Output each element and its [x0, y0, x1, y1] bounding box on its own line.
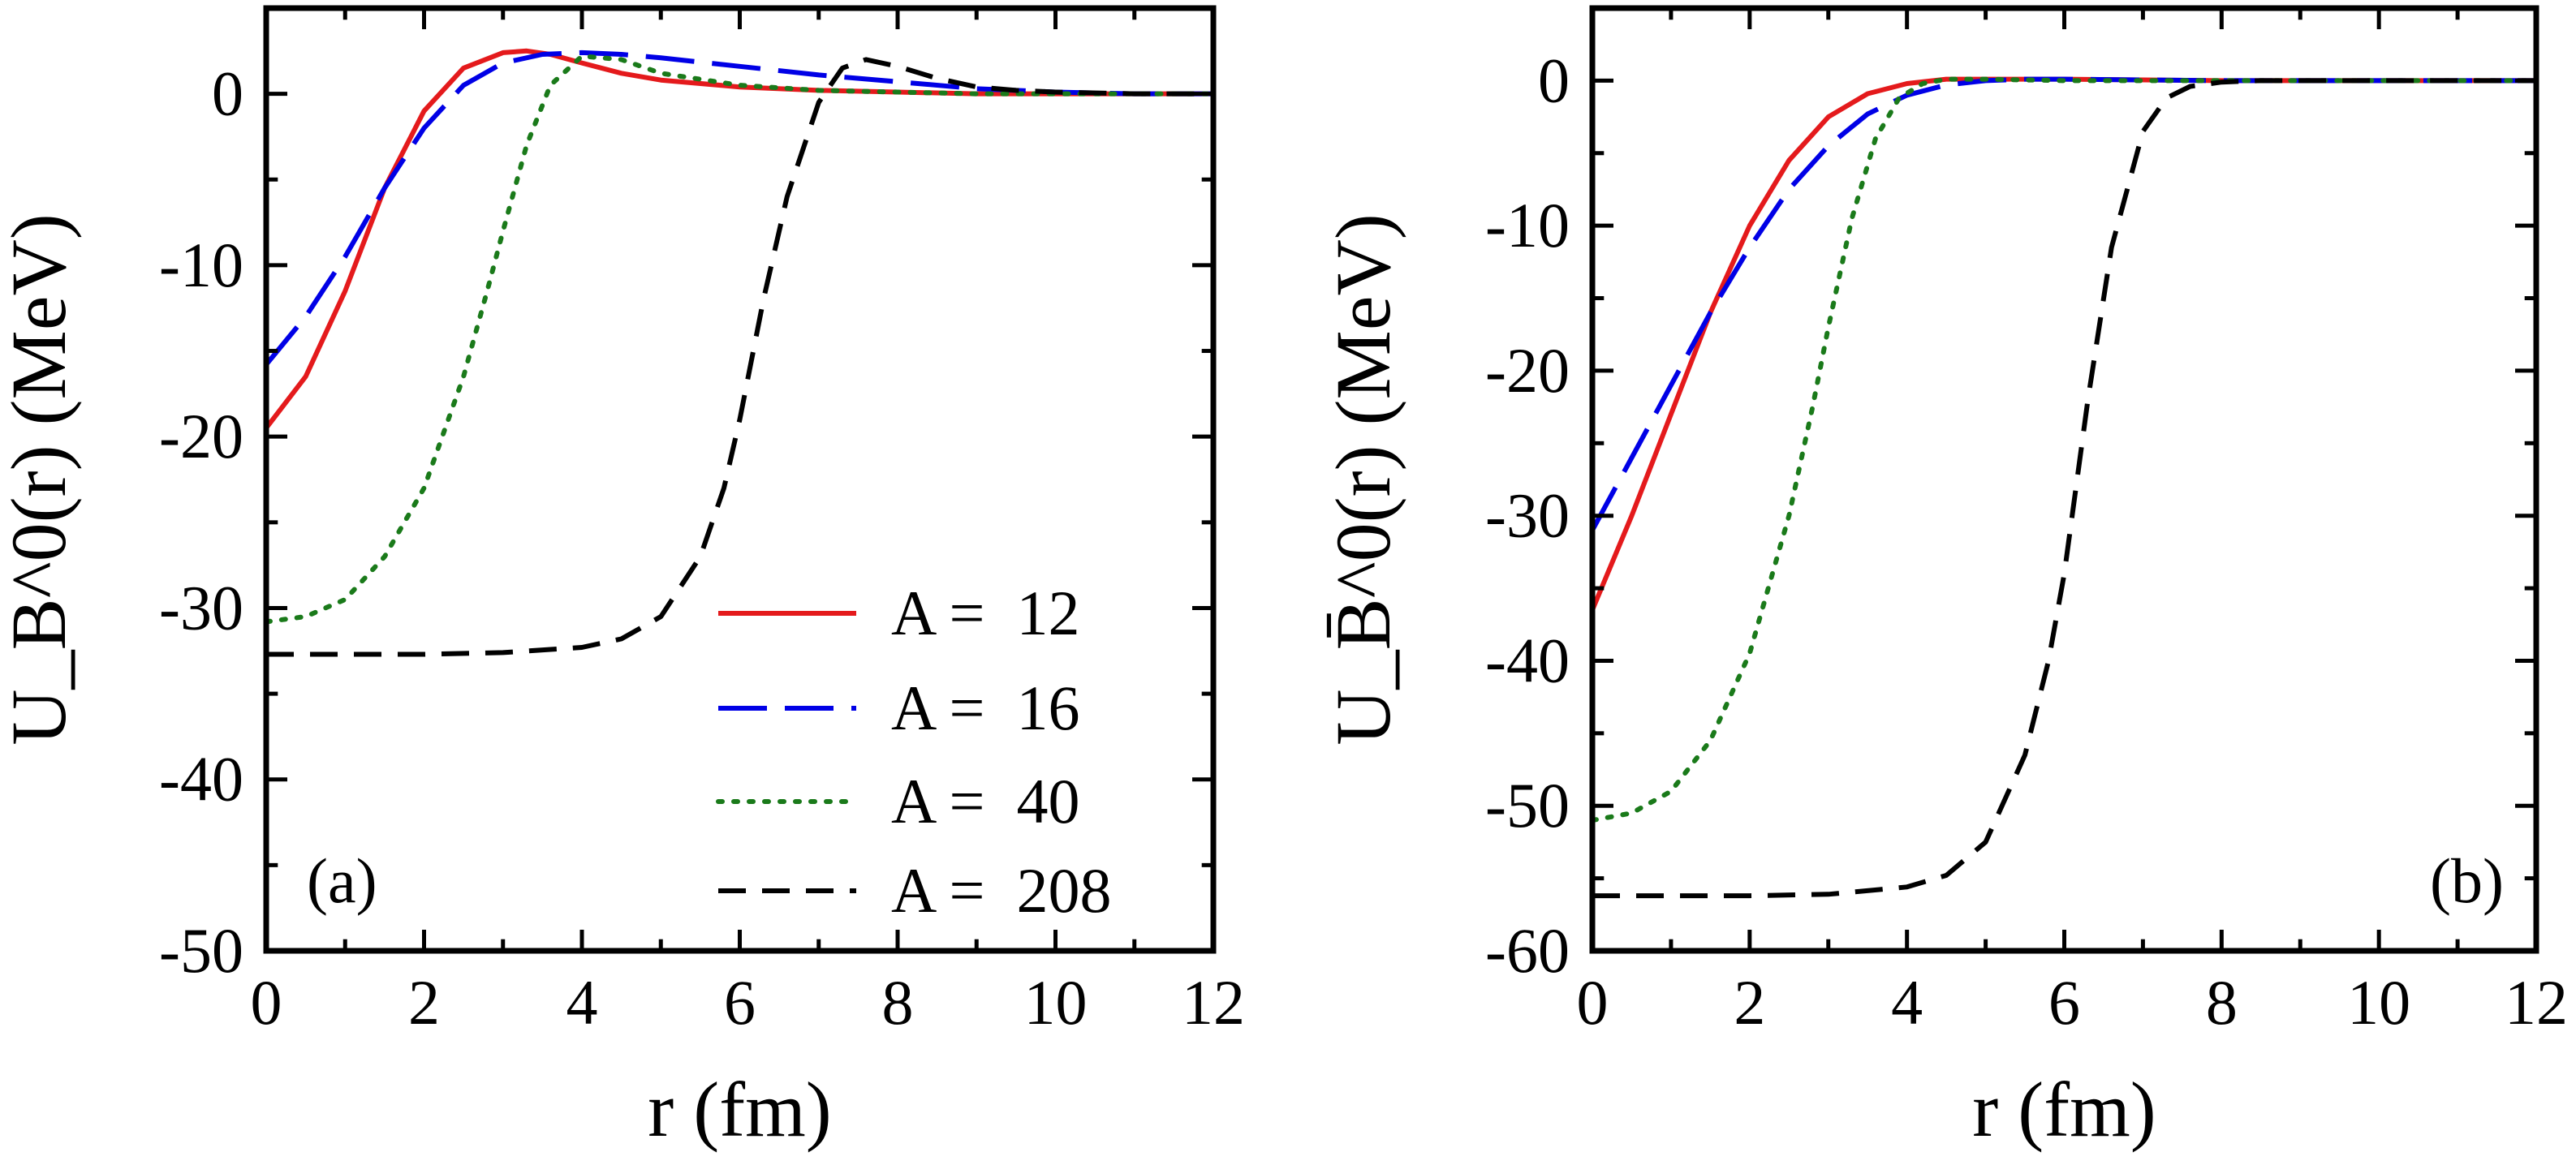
y-tick-label: -30 [1485, 480, 1570, 551]
x-tick-label: 4 [1891, 967, 1923, 1038]
series-line-1 [1592, 76, 2536, 612]
y-tick-label: 0 [1538, 45, 1570, 115]
series-line-3 [266, 54, 1213, 625]
y-axis-title: U_B^0(r) (MeV) [0, 213, 82, 746]
series-lines [1592, 76, 2536, 899]
y-tick-label: -40 [1485, 625, 1570, 695]
y-tick-label: -60 [1485, 915, 1570, 986]
series-line-2 [1592, 76, 2536, 532]
x-tick-label: 2 [408, 967, 440, 1038]
series-lines [266, 48, 1213, 657]
legend-label: A = 16 [891, 673, 1080, 743]
series-line-1 [266, 48, 1213, 430]
x-tick-label: 2 [1734, 967, 1765, 1038]
plot-frame [1589, 5, 2539, 954]
legend: A = 12 A = 16 A = 40 A = 208 [716, 578, 1112, 926]
x-tick-label: 12 [1182, 967, 1245, 1038]
x-axis-title: r (fm) [1972, 1066, 2156, 1153]
series-line-2 [266, 49, 1213, 367]
series-line-4 [266, 57, 1213, 657]
y-tick-label: -30 [159, 572, 243, 643]
x-tick-label: 4 [566, 967, 598, 1038]
x-axis-title: r (fm) [648, 1066, 832, 1153]
y-tick-label: -50 [1485, 770, 1570, 840]
x-tick-label: 6 [724, 967, 756, 1038]
legend-label: A = 208 [891, 855, 1112, 926]
x-tick-label: 6 [2048, 967, 2080, 1038]
y-tick-label: -20 [159, 401, 243, 471]
legend-label: A = 40 [891, 766, 1080, 836]
legend-label: A = 12 [891, 578, 1080, 648]
y-tick-label: -40 [159, 744, 243, 815]
panel-label: (b) [2430, 845, 2504, 916]
chart-panel-1: 0 2 4 6 8 10 12 0 -10 -20 -30 -40 -50 r (fm) U_B^0(r) … [0, 5, 1245, 1153]
x-tick-label: 10 [2347, 967, 2410, 1038]
x-tick-label: 8 [882, 967, 914, 1038]
x-tick-label: 0 [1577, 967, 1609, 1038]
y-tick-label: 0 [212, 58, 243, 129]
x-tick-label: 10 [1024, 967, 1088, 1038]
series-line-3 [1592, 76, 2536, 823]
y-tick-label: -20 [1485, 335, 1570, 406]
x-tick-label: 8 [2206, 967, 2238, 1038]
x-tick-label: 0 [251, 967, 282, 1038]
chart-panel-2: 0 2 4 6 8 10 12 0 -10 -20 -30 -40 -50 -60 r (fm) U_B̄^0… [1320, 5, 2568, 1153]
y-tick-label: -10 [1485, 190, 1570, 260]
x-tick-label: 12 [2505, 967, 2568, 1038]
y-axis-title: U_B̄^0(r) (MeV) [1320, 213, 1406, 746]
y-tick-label: -50 [159, 915, 243, 986]
y-tick-label: -10 [159, 230, 243, 300]
series-line-4 [1592, 78, 2536, 899]
panel-label: (a) [307, 845, 377, 916]
